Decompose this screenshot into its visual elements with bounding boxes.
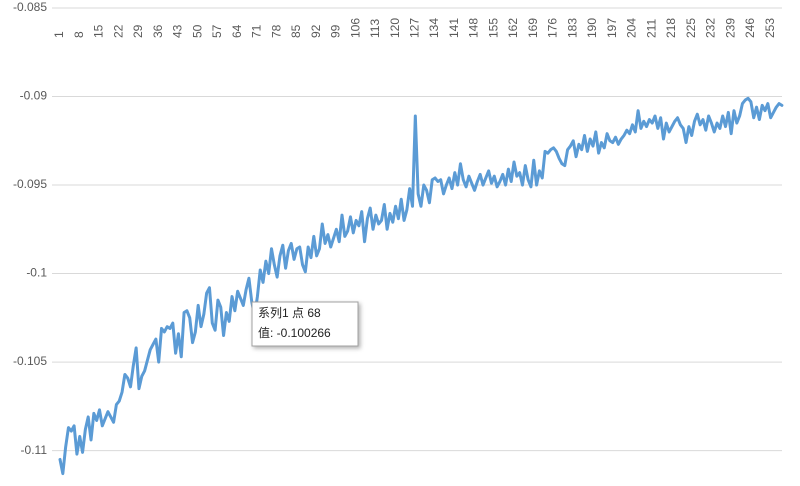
x-tick-label: 232	[704, 18, 718, 38]
x-tick-label: 218	[664, 18, 678, 38]
x-tick-label: 204	[625, 18, 639, 38]
x-tick-label: 57	[210, 24, 224, 38]
x-tick-label: 253	[763, 18, 777, 38]
x-tick-label: 134	[427, 18, 441, 38]
tooltip-line: 值: -0.100266	[258, 325, 331, 340]
x-tick-label: 113	[368, 19, 382, 38]
y-tick-label: -0.085	[13, 0, 47, 14]
x-tick-label: 246	[743, 18, 757, 38]
x-tick-label: 176	[546, 18, 560, 38]
x-tick-label: 36	[151, 24, 165, 38]
x-tick-label: 239	[723, 18, 737, 38]
x-tick-label: 162	[506, 18, 520, 38]
x-tick-label: 8	[72, 31, 86, 38]
x-tick-label: 190	[585, 18, 599, 38]
x-tick-label: 141	[447, 18, 461, 38]
x-tick-label: 106	[348, 18, 362, 38]
x-tick-label: 92	[309, 24, 323, 38]
x-tick-label: 148	[467, 18, 481, 38]
y-tick-label: -0.105	[13, 354, 47, 368]
x-tick-label: 120	[388, 18, 402, 38]
x-tick-label: 127	[407, 18, 421, 38]
y-tick-label: -0.11	[21, 443, 48, 457]
x-tick-label: 169	[526, 18, 540, 38]
y-tick-label: -0.1	[26, 266, 47, 280]
tooltip-box	[251, 301, 359, 347]
data-line	[58, 96, 784, 476]
y-tick-label: -0.095	[13, 177, 47, 191]
x-tick-label: 50	[190, 24, 204, 38]
x-tick-label: 64	[230, 24, 244, 38]
tooltip-line: 系列1 点 68	[258, 306, 321, 320]
x-tick-label: 99	[329, 24, 343, 38]
x-tick-label: 1	[52, 31, 66, 38]
x-tick-label: 197	[605, 18, 619, 38]
x-tick-label: 183	[565, 18, 579, 38]
x-tick-label: 22	[111, 24, 125, 38]
x-tick-label: 211	[644, 19, 658, 38]
x-tick-label: 29	[131, 24, 145, 38]
x-tick-label: 43	[171, 24, 185, 38]
x-tick-label: 15	[92, 24, 106, 38]
x-tick-label: 85	[289, 24, 303, 38]
tooltip: 系列1 点 68 值: -0.100266	[251, 301, 359, 347]
x-tick-label: 155	[486, 18, 500, 38]
x-tick-label: 71	[250, 24, 264, 38]
y-tick-label: -0.09	[20, 89, 48, 103]
x-tick-label: 78	[269, 24, 283, 38]
x-tick-label: 225	[684, 18, 698, 38]
